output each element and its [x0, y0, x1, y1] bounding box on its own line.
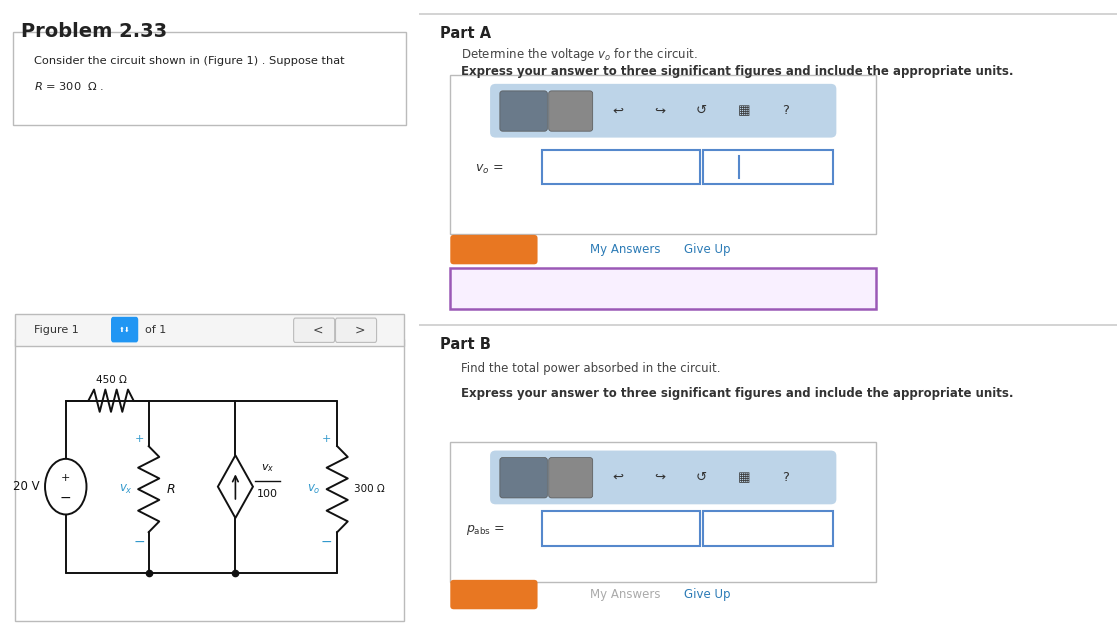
Text: 20 V: 20 V	[13, 480, 39, 493]
FancyBboxPatch shape	[335, 318, 376, 342]
FancyBboxPatch shape	[543, 150, 700, 184]
Text: μÅ: μÅ	[564, 472, 577, 484]
Text: $v_x$: $v_x$	[261, 462, 274, 474]
Text: Value: Value	[600, 521, 642, 536]
Text: $v_o$: $v_o$	[306, 483, 321, 496]
FancyBboxPatch shape	[450, 580, 537, 609]
Text: −: −	[60, 491, 71, 505]
Text: +: +	[61, 472, 70, 483]
Text: 450 Ω: 450 Ω	[96, 374, 126, 385]
Circle shape	[45, 459, 86, 515]
Text: ⬆⬇: ⬆⬇	[118, 326, 131, 333]
Text: ?: ?	[782, 104, 789, 117]
FancyBboxPatch shape	[15, 314, 404, 346]
FancyBboxPatch shape	[703, 150, 833, 184]
Text: >: >	[355, 324, 365, 337]
Text: Give Up: Give Up	[684, 588, 731, 601]
Text: Give Up: Give Up	[684, 243, 731, 256]
Text: ↩: ↩	[612, 104, 623, 117]
Text: Part A: Part A	[440, 26, 491, 40]
FancyBboxPatch shape	[548, 91, 593, 131]
Text: ↪: ↪	[655, 104, 666, 117]
Text: Incorrect; One attempt remaining; Try Again: Incorrect; One attempt remaining; Try Ag…	[497, 282, 830, 295]
Text: Figure 1: Figure 1	[34, 324, 78, 335]
Text: μÅ: μÅ	[564, 105, 577, 117]
FancyBboxPatch shape	[15, 339, 404, 621]
FancyBboxPatch shape	[499, 91, 547, 131]
Text: Units: Units	[748, 521, 787, 536]
Text: ▦: ▦	[737, 471, 750, 484]
Text: Submit: Submit	[470, 243, 517, 256]
FancyBboxPatch shape	[111, 317, 139, 342]
Polygon shape	[218, 455, 252, 518]
Text: −: −	[321, 534, 333, 548]
Text: −: −	[133, 534, 145, 548]
Text: $R$ = 300  $\Omega$ .: $R$ = 300 $\Omega$ .	[34, 80, 104, 92]
Text: ↺: ↺	[696, 104, 707, 117]
Text: My Answers: My Answers	[590, 243, 660, 256]
Text: Find the total power absorbed in the circuit.: Find the total power absorbed in the cir…	[460, 362, 720, 375]
Text: 300 Ω: 300 Ω	[354, 484, 385, 494]
Text: 100: 100	[257, 489, 278, 499]
FancyBboxPatch shape	[548, 458, 593, 498]
Text: <: <	[313, 324, 324, 337]
FancyBboxPatch shape	[450, 268, 876, 309]
Text: of 1: of 1	[144, 324, 165, 335]
FancyBboxPatch shape	[12, 32, 407, 125]
Text: ↩: ↩	[612, 471, 623, 484]
FancyBboxPatch shape	[450, 442, 876, 582]
FancyBboxPatch shape	[490, 84, 837, 138]
Text: ↺: ↺	[696, 471, 707, 484]
FancyBboxPatch shape	[499, 458, 547, 498]
FancyBboxPatch shape	[543, 511, 700, 546]
Text: ↪: ↪	[655, 471, 666, 484]
FancyBboxPatch shape	[450, 75, 876, 234]
Text: +: +	[134, 434, 144, 444]
Text: $v_x$: $v_x$	[118, 483, 133, 496]
Text: Express your answer to three significant figures and include the appropriate uni: Express your answer to three significant…	[460, 65, 1013, 78]
Text: V: V	[716, 158, 727, 176]
Text: ▦: ▦	[737, 104, 750, 117]
Text: 0.133: 0.133	[555, 158, 603, 176]
Text: ⊟
⊟: ⊟ ⊟	[519, 467, 527, 488]
Text: Determine the voltage $v_o$ for the circuit.: Determine the voltage $v_o$ for the circ…	[460, 46, 697, 63]
Text: My Answers: My Answers	[590, 588, 660, 601]
Text: $v_o$ =: $v_o$ =	[475, 163, 503, 176]
FancyBboxPatch shape	[450, 235, 537, 264]
FancyBboxPatch shape	[294, 318, 335, 342]
Text: Consider the circuit shown in (Figure 1) . Suppose that: Consider the circuit shown in (Figure 1)…	[34, 56, 344, 67]
Text: Part B: Part B	[440, 337, 490, 351]
Text: Problem 2.33: Problem 2.33	[21, 22, 168, 42]
FancyBboxPatch shape	[703, 511, 833, 546]
Text: Submit: Submit	[470, 588, 517, 601]
FancyBboxPatch shape	[490, 451, 837, 504]
Text: +: +	[322, 434, 332, 444]
Text: Express your answer to three significant figures and include the appropriate uni: Express your answer to three significant…	[460, 387, 1013, 399]
Text: $R$: $R$	[165, 483, 175, 496]
Text: ?: ?	[782, 471, 789, 484]
Text: $p_{\rm abs}$ =: $p_{\rm abs}$ =	[467, 523, 505, 537]
Text: ⊟
⊟: ⊟ ⊟	[519, 100, 527, 122]
